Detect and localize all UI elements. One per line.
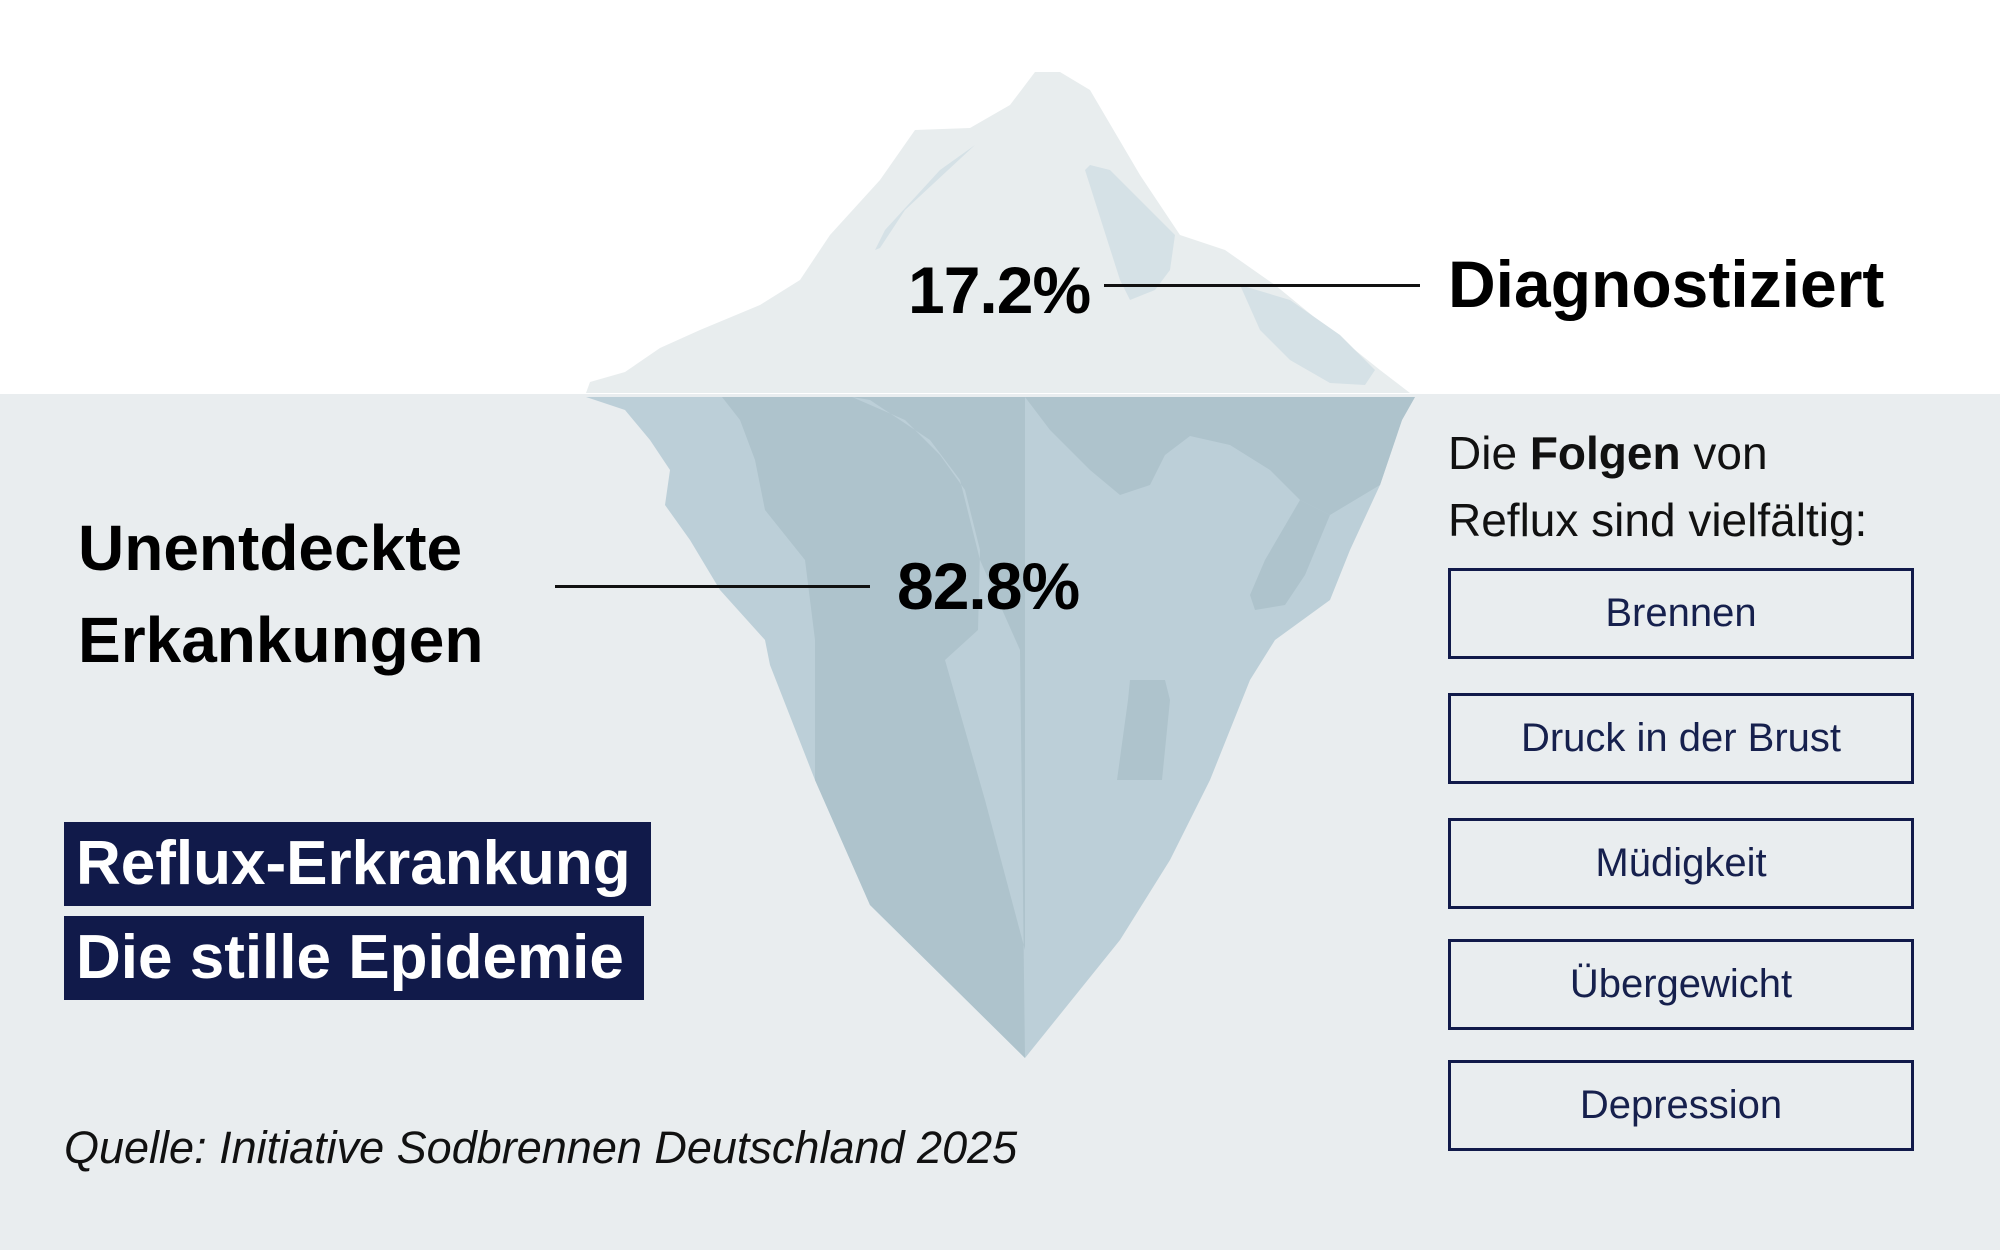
consequence-item: Brennen: [1448, 568, 1914, 659]
undetected-percent: 82.8%: [897, 549, 1080, 623]
undetected-label: Unentdeckte Erkankungen: [78, 502, 483, 686]
intro-bold: Folgen: [1529, 427, 1681, 479]
iceberg-body-shade: [1250, 500, 1330, 610]
consequences-intro: Die Folgen von Reflux sind vielfältig:: [1448, 420, 1968, 554]
undetected-label-line1: Unentdeckte: [78, 512, 463, 584]
consequence-item: Übergewicht: [1448, 939, 1914, 1030]
iceberg-tip-shade: [1085, 165, 1175, 300]
intro-line2: Reflux sind vielfältig:: [1448, 494, 1868, 546]
intro-pre: Die: [1448, 427, 1518, 479]
diagnosed-connector-line: [1104, 284, 1420, 287]
iceberg-tip: [586, 72, 1410, 393]
undetected-connector-line: [555, 585, 870, 588]
source-note: Quelle: Initiative Sodbrennen Deutschlan…: [64, 1122, 1018, 1173]
headline-line2: Die stille Epidemie: [64, 916, 644, 1000]
consequence-item: Depression: [1448, 1060, 1914, 1151]
diagnosed-percent: 17.2%: [908, 253, 1091, 327]
consequence-item: Müdigkeit: [1448, 818, 1914, 909]
iceberg-body-shade: [1025, 397, 1415, 515]
iceberg-body-shade: [722, 397, 1025, 1058]
headline-line1: Reflux-Erkrankung: [64, 822, 651, 906]
iceberg-tip-shade: [1240, 285, 1375, 385]
consequence-item: Druck in der Brust: [1448, 693, 1914, 784]
undetected-label-line2: Erkankungen: [78, 604, 484, 676]
intro-post: von: [1693, 427, 1768, 479]
iceberg-body-light: [852, 397, 1025, 1058]
iceberg-body-shade: [1117, 680, 1170, 780]
iceberg-tip-shade: [875, 145, 975, 250]
diagnosed-label: Diagnostiziert: [1448, 247, 1885, 321]
